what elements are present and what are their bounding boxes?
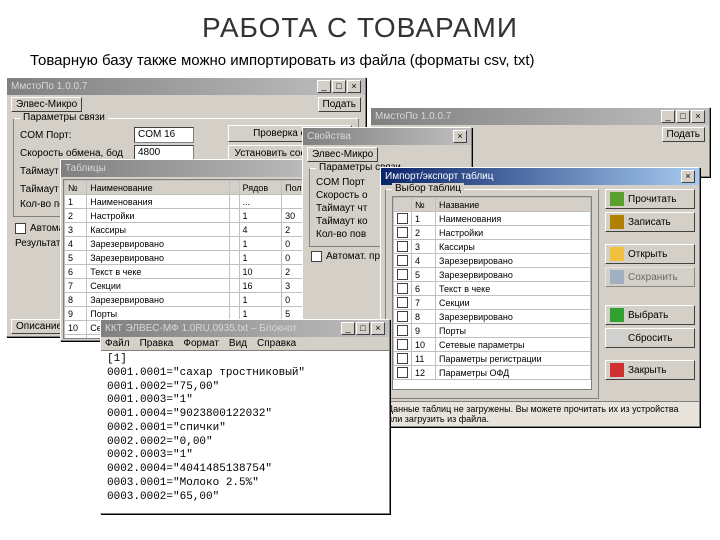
window-right-title: МмстоПо 1.0.0.7 bbox=[375, 111, 451, 122]
select-button[interactable]: Выбрать bbox=[605, 305, 695, 325]
conn-legend: Параметры связи bbox=[20, 112, 108, 123]
right-submit-button[interactable]: Подать bbox=[662, 127, 706, 142]
menu-item[interactable]: Формат bbox=[183, 338, 219, 349]
row-checkbox[interactable] bbox=[397, 213, 408, 224]
tables-title: Таблицы bbox=[65, 163, 106, 174]
r-baud-label: Скорость о bbox=[316, 190, 368, 201]
import-status: Данные таблиц не загружены. Вы можете пр… bbox=[381, 401, 699, 426]
row-checkbox[interactable] bbox=[397, 339, 408, 350]
port-select[interactable]: COM 16 bbox=[134, 127, 194, 143]
row-checkbox[interactable] bbox=[397, 227, 408, 238]
row-checkbox[interactable] bbox=[397, 367, 408, 378]
row-checkbox[interactable] bbox=[397, 325, 408, 336]
read-button[interactable]: Прочитать bbox=[605, 189, 695, 209]
maximize-icon[interactable]: □ bbox=[676, 110, 690, 123]
close-button[interactable]: Закрыть bbox=[605, 360, 695, 380]
close-x-icon bbox=[610, 363, 624, 377]
row-checkbox[interactable] bbox=[397, 297, 408, 308]
tables-titlebar: Таблицы × bbox=[61, 160, 329, 177]
result-label: Результат: bbox=[15, 238, 63, 249]
minimize-icon[interactable]: _ bbox=[317, 80, 331, 93]
r-auto-checkbox[interactable] bbox=[311, 251, 322, 262]
tables-dialog: Таблицы × №НаименованиеРядовПолей1Наимен… bbox=[60, 159, 330, 341]
window-left-title: МмстоПо 1.0.0.7 bbox=[11, 81, 87, 92]
maximize-icon[interactable]: □ bbox=[332, 80, 346, 93]
close-icon[interactable]: × bbox=[347, 80, 361, 93]
close-icon[interactable]: × bbox=[681, 170, 695, 183]
save-button: Сохранить bbox=[605, 267, 695, 287]
import-dialog: Импорт/экспорт таблиц × Выбор таблиц №На… bbox=[380, 167, 700, 427]
notepad-text[interactable]: [1]0001.0001="сахар тростниковый"0001.00… bbox=[101, 351, 389, 513]
close-icon[interactable]: × bbox=[371, 322, 385, 335]
menu-item[interactable]: Справка bbox=[257, 338, 296, 349]
row-checkbox[interactable] bbox=[397, 241, 408, 252]
submit-button[interactable]: Подать bbox=[318, 97, 362, 112]
screenshot-stage: МмстоПо 1.0.0.7 _ □ × Элвес-Микро Подать… bbox=[0, 77, 720, 537]
notepad-title: ККТ ЭЛВЕС-МФ 1.0RU.0935.txt – Блокнот bbox=[105, 323, 297, 334]
tables-grid[interactable]: №НаименованиеРядовПолей1Наименования...2… bbox=[63, 179, 327, 339]
write-icon bbox=[610, 215, 624, 229]
titlebar-left: МмстоПо 1.0.0.7 _ □ × bbox=[7, 78, 365, 95]
props-tab[interactable]: Элвес-Микро bbox=[307, 147, 378, 162]
menu-item[interactable]: Файл bbox=[105, 338, 130, 349]
baud-label: Скорость обмена, бод bbox=[20, 148, 130, 159]
import-title: Импорт/экспорт таблиц bbox=[385, 171, 493, 182]
write-button[interactable]: Записать bbox=[605, 212, 695, 232]
menu-item[interactable]: Правка bbox=[140, 338, 174, 349]
props-titlebar: Свойства × bbox=[303, 128, 471, 145]
r-port-label: COM Порт bbox=[316, 177, 365, 188]
close-icon[interactable]: × bbox=[453, 130, 467, 143]
tab-device[interactable]: Элвес-Микро bbox=[11, 97, 82, 112]
minimize-icon[interactable]: _ bbox=[661, 110, 675, 123]
read-icon bbox=[610, 192, 624, 206]
minimize-icon[interactable]: _ bbox=[341, 322, 355, 335]
open-icon bbox=[610, 247, 624, 261]
props-title: Свойства bbox=[307, 131, 351, 142]
r-cmd-label: Таймаут ко bbox=[316, 216, 368, 227]
maximize-icon[interactable]: □ bbox=[356, 322, 370, 335]
row-checkbox[interactable] bbox=[397, 283, 408, 294]
table-select-legend: Выбор таблиц bbox=[392, 183, 464, 194]
row-checkbox[interactable] bbox=[397, 269, 408, 280]
clear-button[interactable]: Сбросить bbox=[605, 328, 695, 348]
close-icon[interactable]: × bbox=[691, 110, 705, 123]
menu-item[interactable]: Вид bbox=[229, 338, 247, 349]
save-icon bbox=[610, 270, 624, 284]
open-button[interactable]: Открыть bbox=[605, 244, 695, 264]
row-checkbox[interactable] bbox=[397, 353, 408, 364]
import-grid[interactable]: №Название1Наименования2Настройки3Кассиры… bbox=[392, 196, 592, 390]
select-icon bbox=[610, 308, 624, 322]
titlebar-right: МмстоПо 1.0.0.7 _□× bbox=[371, 108, 709, 125]
table-select-group: Выбор таблиц №Название1Наименования2Наст… bbox=[385, 189, 599, 399]
slide-title: РАБОТА С ТОВАРАМИ bbox=[0, 0, 720, 48]
auto-checkbox[interactable] bbox=[15, 223, 26, 234]
notepad-titlebar: ККТ ЭЛВЕС-МФ 1.0RU.0935.txt – Блокнот _□… bbox=[101, 320, 389, 337]
r-repeat-label: Кол-во пов bbox=[316, 229, 366, 240]
row-checkbox[interactable] bbox=[397, 311, 408, 322]
r-read-label: Таймаут чт bbox=[316, 203, 367, 214]
notepad-menu[interactable]: Файл Правка Формат Вид Справка bbox=[101, 337, 389, 351]
clear-icon bbox=[610, 331, 624, 345]
slide-subtitle: Товарную базу также можно импортировать … bbox=[0, 48, 720, 77]
port-label: COM Порт: bbox=[20, 130, 130, 141]
row-checkbox[interactable] bbox=[397, 255, 408, 266]
notepad-window: ККТ ЭЛВЕС-МФ 1.0RU.0935.txt – Блокнот _□… bbox=[100, 319, 390, 514]
